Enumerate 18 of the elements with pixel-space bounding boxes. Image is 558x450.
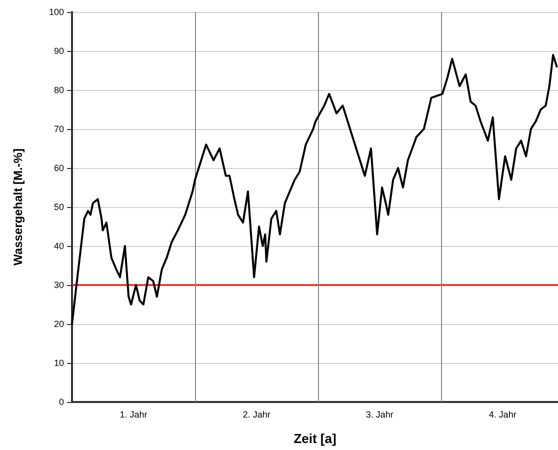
- y-tick-label: 20: [54, 319, 64, 329]
- y-tick-label: 60: [54, 163, 64, 173]
- y-axis-title: Wassergehalt [M.-%]: [11, 148, 25, 266]
- x-axis-title: Zeit [a]: [294, 431, 336, 446]
- line-series: [71, 54, 558, 325]
- y-tick-label: 10: [54, 358, 64, 368]
- x-tick-label: 2. Jahr: [242, 410, 270, 420]
- x-tick-label: 4. Jahr: [488, 410, 516, 420]
- y-tick-label: 100: [48, 7, 64, 17]
- y-tick-label: 70: [54, 124, 64, 134]
- y-tick-label: 40: [54, 241, 64, 251]
- y-tick-label: 50: [54, 202, 64, 212]
- x-tick-label: 1. Jahr: [120, 410, 148, 420]
- y-tick-label: 0: [58, 397, 64, 407]
- y-tick-label: 90: [54, 46, 64, 56]
- y-tick-label: 80: [54, 85, 64, 95]
- x-tick-label: 3. Jahr: [366, 410, 394, 420]
- y-tick-label: 30: [54, 280, 64, 290]
